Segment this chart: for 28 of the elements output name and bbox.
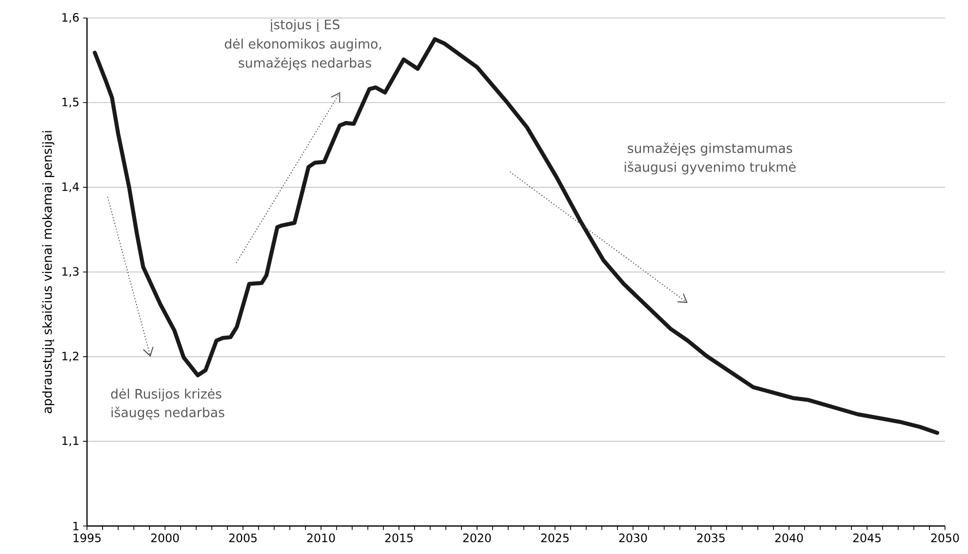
annotation: dėl Rusijos krizės bbox=[111, 388, 222, 402]
x-tick-label: 2000 bbox=[151, 534, 179, 542]
annotation: įstojus į ES bbox=[270, 19, 340, 32]
x-tick-label: 1995 bbox=[74, 534, 101, 542]
annotation: išaugusi gyvenimo trukmė bbox=[624, 161, 796, 174]
x-tick-label: 2050 bbox=[931, 534, 959, 542]
x-tick-label: 2035 bbox=[697, 534, 725, 542]
y-tick-label: 1,5 bbox=[62, 98, 78, 108]
x-tick-label: 2040 bbox=[775, 534, 803, 542]
annotation: dėl ekonomikos augimo, bbox=[224, 38, 382, 52]
x-tick-label: 2015 bbox=[385, 534, 413, 542]
y-tick-label: 1,2 bbox=[62, 352, 78, 362]
x-tick-label: 2025 bbox=[541, 534, 569, 542]
y-tick-label: 1,3 bbox=[62, 267, 79, 277]
y-tick-label: 1,4 bbox=[62, 182, 79, 192]
y-tick-label: 1,1 bbox=[62, 436, 78, 446]
annotation: išaugęs nedarbas bbox=[112, 406, 224, 420]
y-tick-label: 1,6 bbox=[62, 13, 79, 23]
annotation: sumažėjęs gimstamumas bbox=[628, 142, 792, 156]
x-tick-label: 2030 bbox=[619, 534, 647, 542]
y-tick-label: 1 bbox=[73, 522, 78, 530]
x-tick-label: 2010 bbox=[307, 534, 335, 542]
y-axis-title: apdraustųjų skaičius vienai mokamai pensijai bbox=[42, 131, 54, 414]
line-series bbox=[92, 37, 940, 435]
x-tick-label: 2005 bbox=[229, 534, 257, 542]
x-tick-label: 2045 bbox=[853, 534, 881, 542]
x-tick-label: 2020 bbox=[463, 534, 491, 542]
annotation: sumažėjęs nedarbas bbox=[238, 57, 372, 70]
